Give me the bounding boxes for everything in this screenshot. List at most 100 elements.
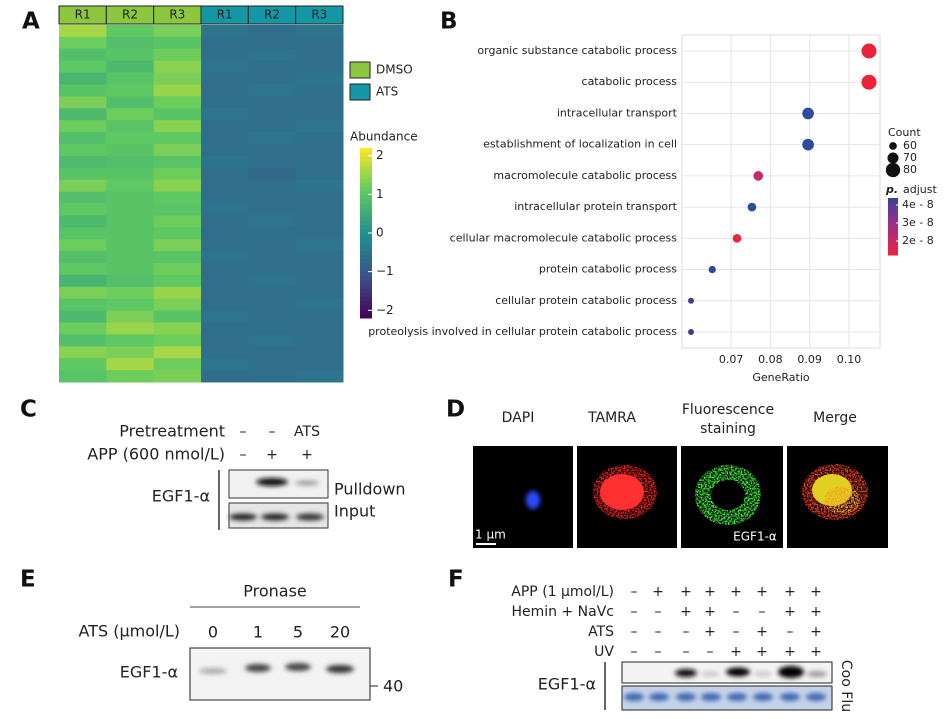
heatmap-cell [201,25,249,38]
heatmap-cell [201,334,249,347]
y-tick-label: intracellular transport [557,106,678,119]
column-label: R3 [169,8,185,22]
heatmap-cell [106,215,155,228]
heatmap-cell [59,263,107,276]
heatmap-cell [153,25,202,38]
heatmap-cell [248,25,297,38]
colorbar-segment [888,246,898,250]
image-header: Fluorescence [682,402,774,418]
row-sign: ATS [294,424,320,440]
image-header: TAMRA [587,410,636,426]
heatmap-cell [295,191,344,204]
heatmap-cell [106,322,155,335]
heatmap-cell [295,25,344,38]
row-sign: + [810,584,822,600]
heatmap-cell [295,179,344,193]
fluorescence-images [473,446,888,548]
blot-label: Input [334,502,375,521]
heatmap-cell [248,167,297,181]
heatmap-cell [295,239,344,252]
heatmap-cell [201,203,249,216]
colorbar-segment [360,262,372,268]
heatmap-cell [59,84,107,97]
heatmap-cell [201,84,249,97]
heatmap-cell [201,310,249,323]
column-group-bar [295,5,344,25]
colorbar-segment [360,165,372,170]
colorbar-segment [360,237,372,242]
colorbar-title: Abundance [350,130,418,144]
heatmap-cell [201,358,249,371]
heatmap-cell [106,298,155,312]
colorbar-segment [888,232,898,236]
colorbar-tick-label: 4e - 8 [902,198,934,211]
colorbar-segment [360,267,372,272]
heatmap-cell [248,263,297,276]
heatmap-cell [59,155,107,169]
heatmap-cell [106,346,155,359]
heatmap-cell [153,120,202,133]
blot-f [604,661,833,711]
legend-label: ATS [376,85,398,99]
heatmap-cell [153,358,202,371]
row-sign: + [810,624,822,640]
color-legend-title: p. [885,183,898,196]
heatmap-cell [248,96,297,109]
heatmap-cell [59,48,107,62]
row-label: Pretreatment [119,422,225,441]
colorbar-segment [888,206,898,210]
heatmap-cell [248,358,297,371]
colorbar-segment [360,254,372,259]
heatmap-cell [153,274,202,288]
row-sign: – [707,644,714,660]
heatmap-cell [106,48,155,62]
row-sign: – [631,644,638,660]
heatmap-cell [59,191,107,204]
row-sign: + [680,584,692,600]
size-legend-dot [889,142,897,150]
colorbar-tick-label: 3e - 8 [902,216,934,229]
heatmap-cell [295,370,344,383]
heatmap-cell [153,155,202,169]
dot [708,265,716,274]
row-sign: – [655,604,662,620]
heatmap-cell [201,298,249,312]
colorbar-segment [888,198,898,202]
colorbar-segment [360,160,372,166]
colorbar-segment [888,252,898,256]
colorbar-segment [888,229,898,233]
heatmap-cell [153,370,202,383]
heatmap-cell [295,36,344,50]
row-sign: – [655,624,662,640]
heatmap-cell [295,48,344,62]
heatmap-cell [106,263,155,276]
y-tick-label: organic substance catabolic process [477,44,677,57]
heatmap-cell [201,144,249,157]
colorbar-segment [360,216,372,221]
heatmap-cell [106,167,155,181]
heatmap-cell [59,203,107,216]
heatmap-cell [201,36,249,50]
colorbar-segment [360,152,372,157]
scale-label: 1 µm [475,528,506,542]
marker-label: 40 [383,677,403,696]
heatmap-cell [248,84,297,97]
row-sign: – [269,424,276,440]
row-sign: + [652,584,664,600]
colorbar-segment [360,199,372,204]
heatmap-cell [153,48,202,62]
row-sign: + [266,447,278,463]
colorbar-segment [360,275,372,281]
colorbar-segment [888,243,898,247]
heatmap-cell [295,298,344,312]
heatmap-cell [106,108,155,121]
heatmap-cell [153,310,202,323]
colorbar-tick-label: 2 [376,148,384,162]
colorbar-segment [360,186,372,191]
colorbar-tick-label: 2e - 8 [902,234,934,247]
heatmap-cell [59,310,107,323]
blot-label: Pulldown [334,480,406,499]
heatmap-cell [295,84,344,97]
heatmap-cell [106,227,155,240]
heatmap-cell [59,227,107,240]
